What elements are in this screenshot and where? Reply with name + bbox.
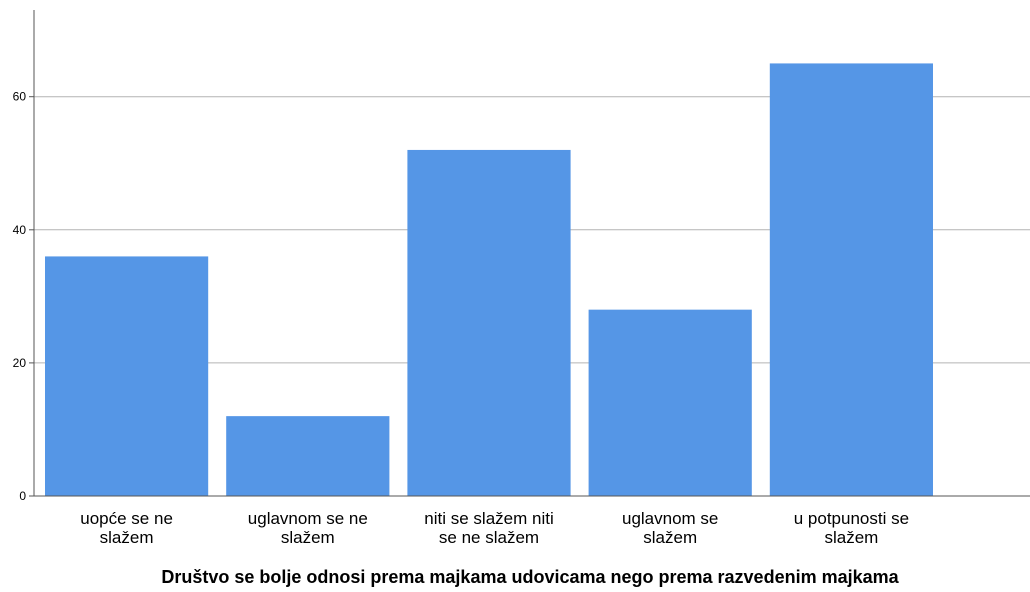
y-tick-label-60: 60 — [13, 90, 27, 104]
y-tick-label-20: 20 — [13, 356, 27, 370]
category-label-4-line-1: uglavnom se — [622, 509, 718, 528]
y-tick-label-0: 0 — [19, 489, 26, 503]
x-axis-title: Društvo se bolje odnosi prema majkama ud… — [161, 567, 899, 587]
axes — [29, 10, 1030, 497]
bar-3 — [407, 149, 571, 496]
category-label-3-line-2: se ne slažem — [439, 528, 539, 547]
category-label-1-line-2: slažem — [100, 528, 154, 547]
bar-2 — [226, 416, 390, 496]
bar-5 — [769, 63, 933, 497]
category-label-2-line-1: uglavnom se ne — [248, 509, 368, 528]
category-label-3-line-1: niti se slažem niti — [424, 509, 553, 528]
bar-1 — [45, 256, 209, 496]
bar-4 — [588, 309, 752, 496]
category-label-4-line-2: slažem — [643, 528, 697, 547]
y-tick-label-40: 40 — [13, 223, 27, 237]
category-label-5-line-2: slažem — [824, 528, 878, 547]
category-label-5-line-1: u potpunosti se — [794, 509, 909, 528]
bars — [45, 63, 933, 497]
category-label-2-line-2: slažem — [281, 528, 335, 547]
category-label-1-line-1: uopće se ne — [80, 509, 173, 528]
